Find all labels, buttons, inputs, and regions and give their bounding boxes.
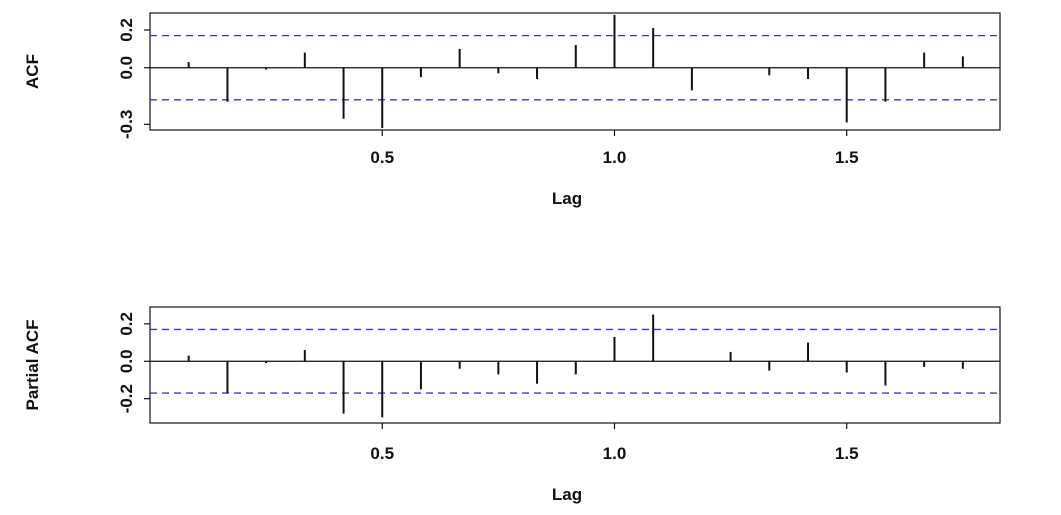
- plot-frame: [149, 12, 1001, 131]
- chart-svg: 0.5 1.0 1.5 -0.3 0.0 0.2 Lag ACF: [23, 12, 1001, 208]
- x-tick-label: 1.5: [835, 148, 859, 167]
- chart-svg: 0.5 1.0 1.5 -0.2 0.0 0.2 Lag Partial ACF: [23, 306, 1001, 504]
- y-axis-title: Partial ACF: [23, 319, 42, 410]
- x-axis-title: Lag: [552, 485, 582, 504]
- x-tick-label: 0.5: [370, 148, 394, 167]
- y-tick-label: 0.2: [117, 18, 136, 42]
- y-tick-label: 0.0: [117, 349, 136, 373]
- y-tick-label: 0.0: [117, 56, 136, 80]
- plot-frame: [149, 306, 1001, 424]
- y-tick-label: -0.3: [117, 110, 136, 139]
- y-tick-label: -0.2: [117, 384, 136, 413]
- x-tick-label: 1.5: [835, 444, 859, 463]
- x-tick-label: 1.0: [603, 444, 627, 463]
- x-tick-label: 0.5: [370, 444, 394, 463]
- pacf-chart: 0.5 1.0 1.5 -0.2 0.0 0.2 Lag Partial ACF: [0, 258, 1061, 515]
- y-tick-label: 0.2: [117, 312, 136, 336]
- x-axis-title: Lag: [552, 189, 582, 208]
- x-tick-label: 1.0: [603, 148, 627, 167]
- y-axis-title: ACF: [23, 54, 42, 89]
- acf-chart: 0.5 1.0 1.5 -0.3 0.0 0.2 Lag ACF: [0, 0, 1061, 250]
